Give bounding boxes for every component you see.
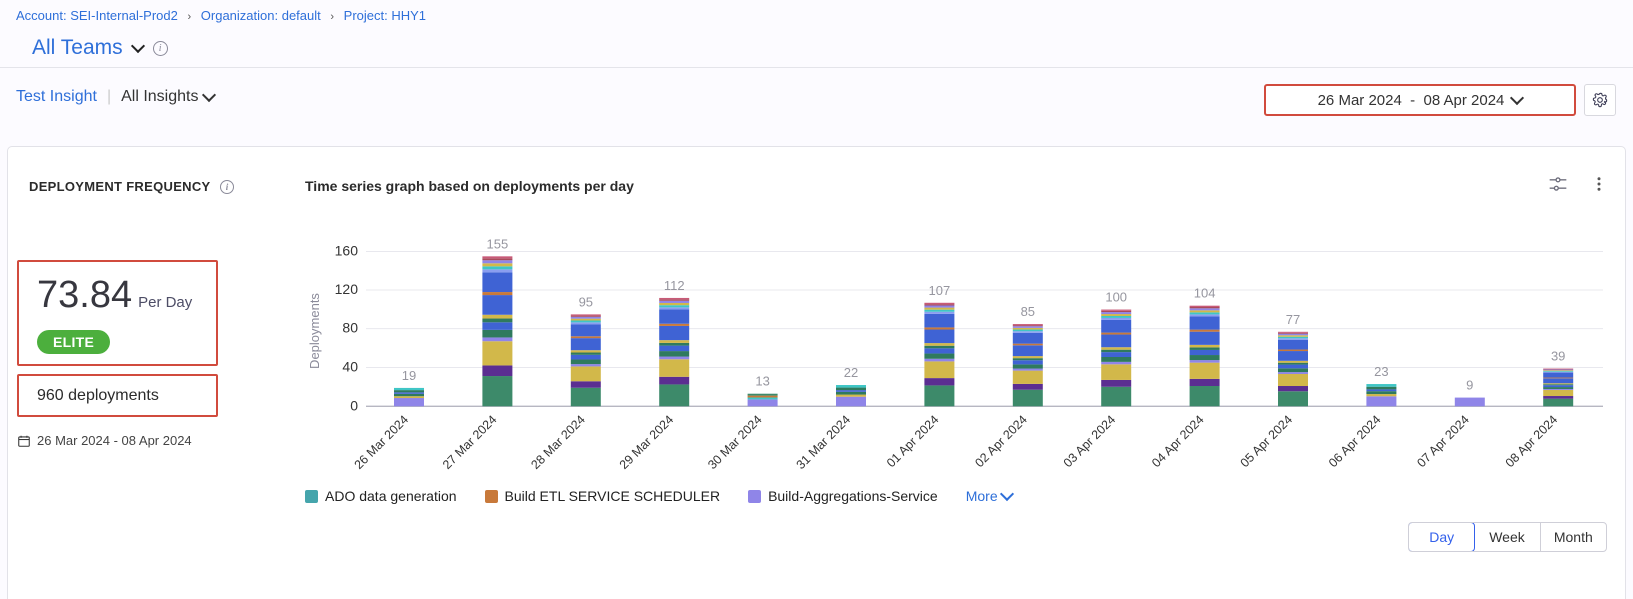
svg-text:77: 77 — [1286, 312, 1300, 327]
svg-text:107: 107 — [929, 283, 951, 298]
svg-text:05 Apr 2024: 05 Apr 2024 — [1238, 412, 1296, 470]
svg-text:01 Apr 2024: 01 Apr 2024 — [884, 412, 942, 470]
svg-text:0: 0 — [350, 397, 358, 413]
svg-text:9: 9 — [1466, 378, 1473, 393]
svg-text:29 Mar 2024: 29 Mar 2024 — [617, 412, 677, 472]
svg-text:28 Mar 2024: 28 Mar 2024 — [528, 412, 588, 472]
svg-text:160: 160 — [335, 243, 359, 259]
svg-text:Deployments: Deployments — [307, 293, 322, 369]
svg-text:95: 95 — [579, 294, 593, 309]
svg-text:31 Mar 2024: 31 Mar 2024 — [794, 412, 854, 472]
svg-text:22: 22 — [844, 365, 858, 380]
svg-text:03 Apr 2024: 03 Apr 2024 — [1061, 412, 1119, 470]
svg-text:104: 104 — [1194, 286, 1216, 301]
svg-text:02 Apr 2024: 02 Apr 2024 — [972, 412, 1030, 470]
svg-text:23: 23 — [1374, 364, 1388, 379]
svg-text:155: 155 — [487, 236, 509, 251]
svg-text:07 Apr 2024: 07 Apr 2024 — [1414, 412, 1472, 470]
svg-text:04 Apr 2024: 04 Apr 2024 — [1149, 412, 1207, 470]
svg-text:100: 100 — [1105, 290, 1127, 305]
svg-text:06 Apr 2024: 06 Apr 2024 — [1326, 412, 1384, 470]
svg-text:13: 13 — [755, 374, 769, 389]
svg-text:85: 85 — [1021, 304, 1035, 319]
svg-text:08 Apr 2024: 08 Apr 2024 — [1503, 412, 1561, 470]
svg-text:27 Mar 2024: 27 Mar 2024 — [440, 412, 500, 472]
svg-text:39: 39 — [1551, 349, 1565, 364]
svg-text:80: 80 — [342, 320, 358, 336]
svg-text:40: 40 — [342, 359, 358, 375]
svg-text:19: 19 — [402, 368, 416, 383]
svg-text:26 Mar 2024: 26 Mar 2024 — [352, 412, 412, 472]
svg-text:30 Mar 2024: 30 Mar 2024 — [705, 412, 765, 472]
svg-text:112: 112 — [664, 278, 685, 293]
svg-text:120: 120 — [335, 281, 359, 297]
